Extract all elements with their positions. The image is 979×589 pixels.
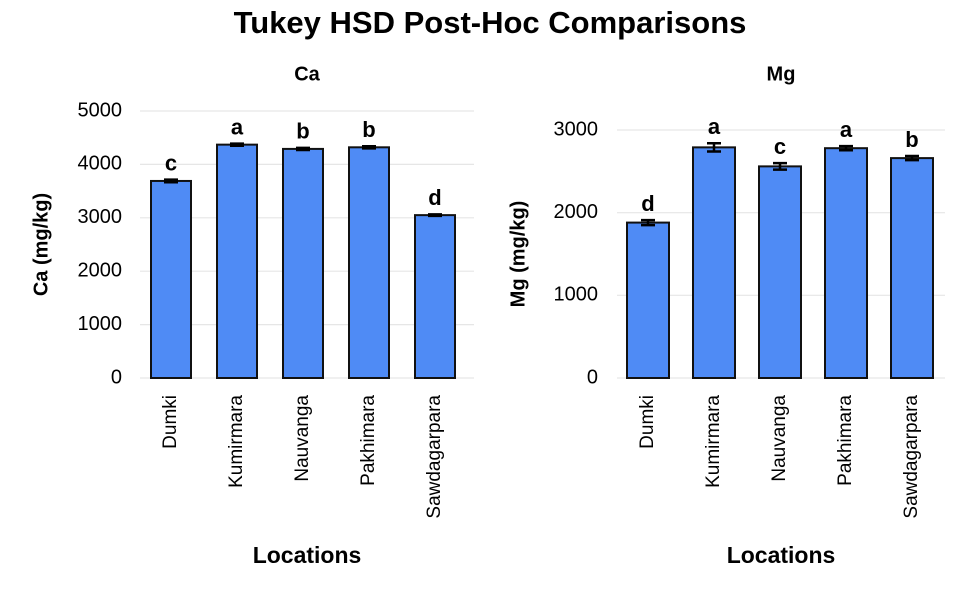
y-tick-label: 4000 <box>78 153 123 175</box>
x-axis-label: Locations <box>727 542 836 568</box>
x-tick-label: Dumki <box>160 395 181 449</box>
y-tick-label: 0 <box>587 366 598 388</box>
error-bar <box>296 146 310 152</box>
y-tick-label: 5000 <box>78 99 123 121</box>
x-tick-label: Pakhimara <box>358 395 379 486</box>
figure-title: Tukey HSD Post-Hoc Comparisons <box>234 5 747 40</box>
y-tick-label: 3000 <box>554 118 599 140</box>
error-bar <box>428 213 442 218</box>
panel-title: Mg <box>767 63 796 85</box>
y-axis-label: Ca (mg/kg) <box>30 193 52 296</box>
panel-title: Ca <box>294 63 320 85</box>
bar <box>758 165 802 379</box>
error-bar <box>773 161 787 171</box>
significance-letter: c <box>165 150 177 175</box>
significance-letter: b <box>296 119 309 144</box>
bar <box>348 146 390 379</box>
bar <box>824 147 868 379</box>
x-tick-label: Kumirmara <box>703 395 724 488</box>
error-bar <box>905 154 919 162</box>
significance-letter: b <box>362 117 375 142</box>
y-tick-label: 2000 <box>78 259 123 281</box>
significance-letter: a <box>708 114 721 139</box>
significance-letter: a <box>840 117 853 142</box>
significance-letter: d <box>641 191 654 216</box>
y-tick-label: 2000 <box>554 201 599 223</box>
y-tick-label: 1000 <box>554 284 599 306</box>
error-bar <box>641 218 655 227</box>
error-bar <box>839 144 853 152</box>
x-tick-label: Kumirmara <box>226 395 247 488</box>
y-tick-label: 1000 <box>78 313 123 335</box>
significance-letter: a <box>231 114 244 139</box>
bar <box>890 157 934 379</box>
y-axis-label: Mg (mg/kg) <box>507 201 529 308</box>
x-tick-label: Dumki <box>637 395 658 449</box>
bar <box>414 214 456 379</box>
y-tick-label: 0 <box>111 366 122 388</box>
bar <box>692 146 736 379</box>
x-tick-label: Sawdagarpara <box>901 395 922 519</box>
error-bar <box>164 178 178 184</box>
x-tick-label: Pakhimara <box>835 395 856 486</box>
significance-letter: c <box>774 134 786 159</box>
bar <box>282 147 324 379</box>
bar <box>626 221 670 379</box>
significance-letter: b <box>905 127 918 152</box>
error-bar <box>230 142 244 147</box>
error-bar <box>362 144 376 150</box>
x-tick-label: Nauvanga <box>769 395 790 482</box>
significance-letter: d <box>428 185 441 210</box>
bar <box>216 143 258 379</box>
bar <box>150 179 192 379</box>
x-tick-label: Nauvanga <box>292 395 313 482</box>
x-tick-label: Sawdagarpara <box>424 395 445 519</box>
y-tick-label: 3000 <box>78 206 123 228</box>
x-axis-label: Locations <box>253 542 362 568</box>
error-bar <box>707 141 721 153</box>
